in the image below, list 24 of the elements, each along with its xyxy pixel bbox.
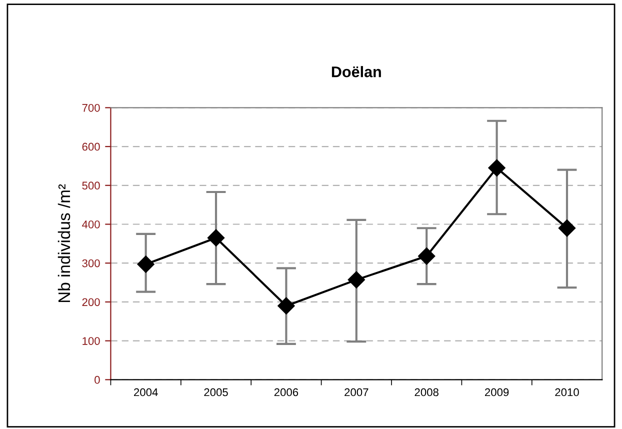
point: [137, 256, 154, 273]
y-tick-label: 0: [94, 376, 100, 384]
point: [207, 229, 225, 246]
x-tick-label: 2007: [344, 388, 368, 396]
x-tick-label: 2004: [134, 388, 158, 396]
y-axis-title: Nb individus /m²: [58, 184, 70, 302]
x-tick-label: 2008: [414, 388, 438, 396]
point: [348, 271, 365, 288]
y-tick-label: 200: [82, 298, 100, 306]
x-tick-label: 2010: [555, 388, 579, 396]
y-tick-label: 100: [82, 337, 100, 345]
y-tick-label: 500: [82, 182, 100, 190]
y-tick-label: 600: [82, 142, 100, 151]
x-tick-label: 2006: [274, 388, 298, 396]
point: [418, 248, 436, 265]
point: [488, 159, 506, 176]
point: [558, 220, 576, 237]
chart-title: Doëlan: [332, 66, 381, 78]
x-tick-label: 2005: [204, 388, 228, 396]
y-tick-label: 400: [82, 220, 100, 228]
y-tick-label: 300: [82, 259, 100, 268]
point: [278, 297, 295, 314]
y-tick-label: 700: [82, 104, 100, 112]
x-tick-label: 2009: [485, 388, 509, 396]
